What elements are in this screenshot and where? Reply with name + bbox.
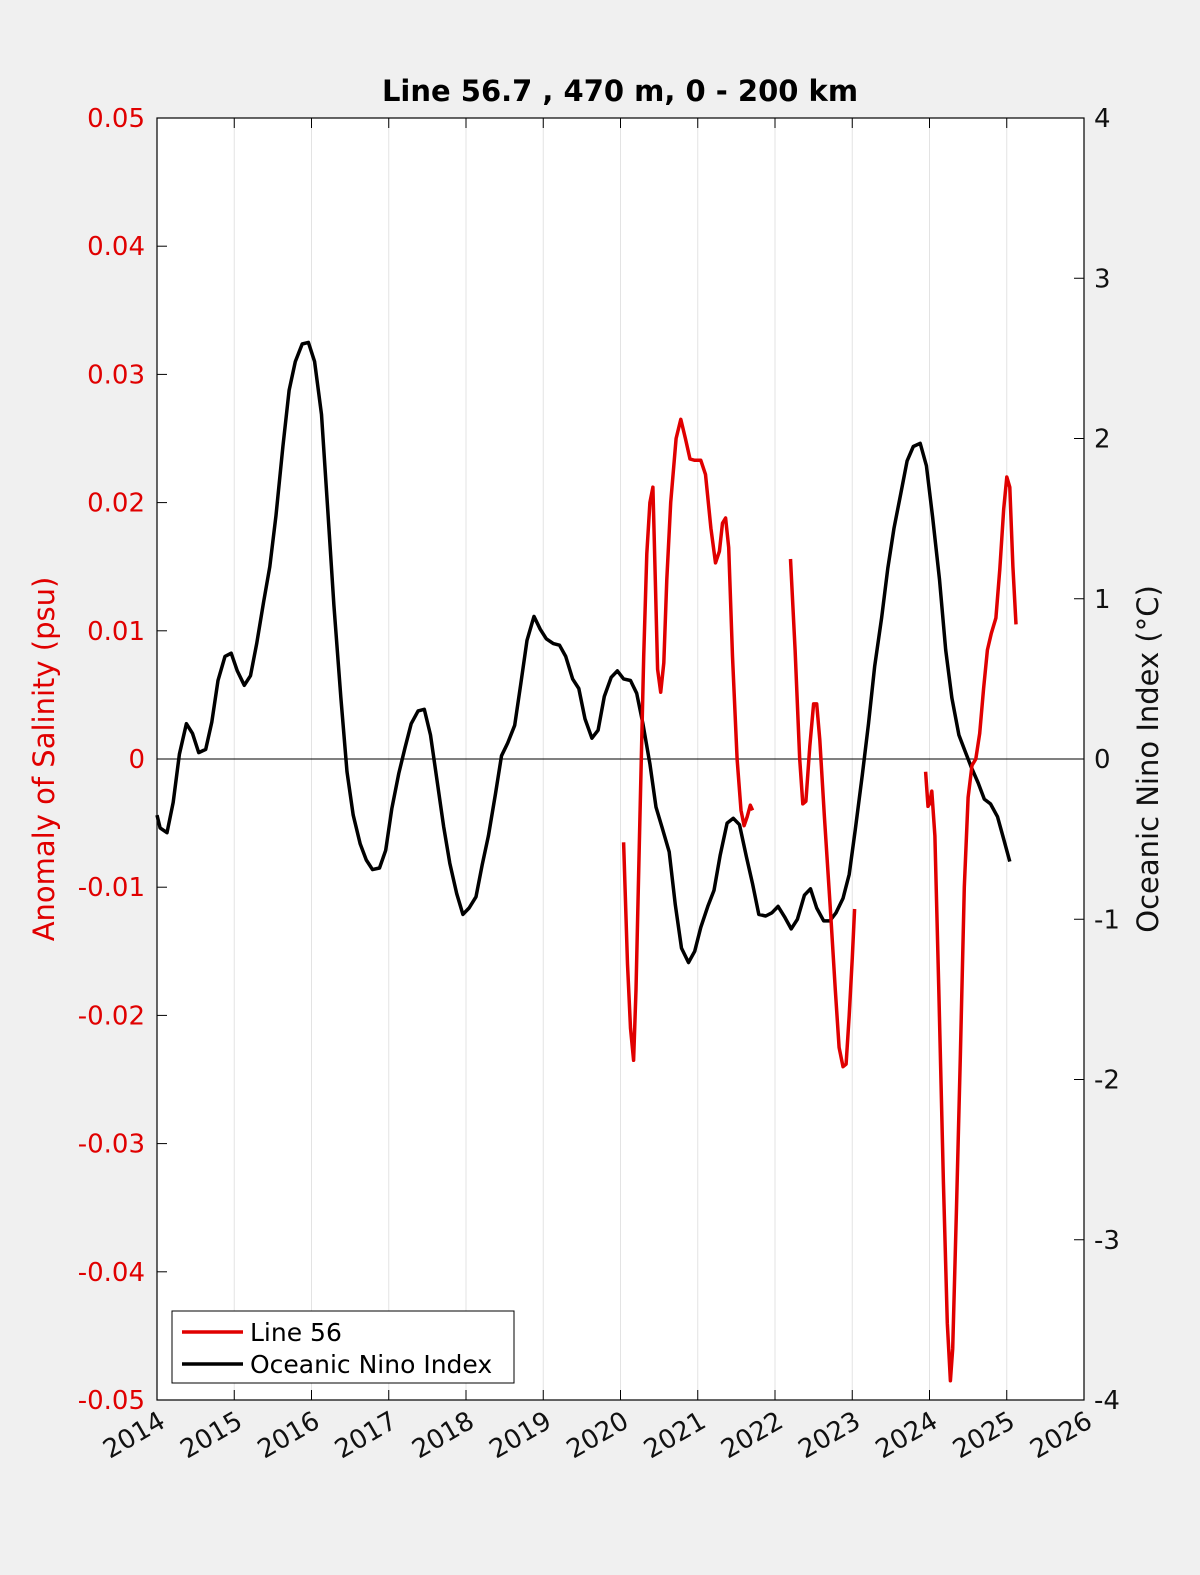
y-right-tick-label: 2 bbox=[1094, 425, 1111, 455]
y-right-tick-label: 0 bbox=[1094, 745, 1111, 775]
y-right-tick-label: -3 bbox=[1094, 1226, 1120, 1256]
chart-title: Line 56.7 , 470 m, 0 - 200 km bbox=[382, 74, 858, 108]
x-tick-label: 2022 bbox=[716, 1406, 788, 1465]
y-left-tick-label: 0.01 bbox=[87, 617, 145, 647]
series-group bbox=[155, 340, 1018, 1383]
y-right-tick-label: 4 bbox=[1094, 104, 1111, 134]
y-left-axis-label: Anomaly of Salinity (psu) bbox=[27, 577, 61, 942]
legend-box bbox=[171, 1310, 515, 1384]
y-right-tick-label: -4 bbox=[1094, 1386, 1120, 1416]
y-left-tick-labels: 0.05 0.04 0.03 0.02 0.01 0 -0.01 -0.02 -0.03 -0.0… bbox=[78, 104, 145, 1416]
y-left-tick-label: 0.04 bbox=[87, 232, 145, 262]
x-tick-label: 2025 bbox=[948, 1406, 1020, 1465]
x-tick-label: 2015 bbox=[175, 1406, 247, 1465]
axis-ticks bbox=[156, 117, 1085, 1401]
y-right-tick-label: 3 bbox=[1094, 264, 1111, 294]
x-tick-label: 2017 bbox=[330, 1406, 402, 1465]
series-line-line56 bbox=[788, 558, 857, 1069]
y-right-axis-label: Oceanic Nino Index (°C) bbox=[1131, 585, 1165, 933]
y-left-tick-label: -0.01 bbox=[78, 873, 145, 903]
x-tick-label: 2018 bbox=[407, 1406, 479, 1465]
y-left-tick-label: -0.04 bbox=[78, 1258, 145, 1288]
y-left-tick-label: 0.02 bbox=[87, 489, 145, 519]
y-left-tick-label: 0 bbox=[128, 745, 145, 775]
series-line-oni bbox=[155, 340, 1012, 965]
series-line-line56 bbox=[621, 417, 755, 1063]
x-tick-label: 2020 bbox=[562, 1406, 634, 1465]
legend-label-line56: Line 56 bbox=[250, 1318, 342, 1347]
y-left-tick-label: 0.03 bbox=[87, 360, 145, 390]
series-line-line56 bbox=[923, 475, 1018, 1383]
x-tick-label: 2023 bbox=[793, 1406, 865, 1465]
y-right-tick-label: -1 bbox=[1094, 905, 1120, 935]
x-tick-labels: 2014 2015 2016 2017 2018 2019 2020 2021 2022 2023… bbox=[98, 1406, 1097, 1465]
y-right-tick-labels: 4 3 2 1 0 -1 -2 -3 -4 bbox=[1094, 104, 1120, 1416]
y-left-tick-label: -0.05 bbox=[78, 1386, 145, 1416]
x-tick-label: 2024 bbox=[871, 1406, 943, 1465]
legend: Line 56 Oceanic Nino Index bbox=[171, 1310, 515, 1384]
y-right-tick-label: 1 bbox=[1094, 585, 1111, 615]
x-tick-label: 2019 bbox=[484, 1406, 556, 1465]
y-left-tick-label: -0.02 bbox=[78, 1001, 145, 1031]
x-tick-label: 2026 bbox=[1025, 1406, 1097, 1465]
y-right-tick-label: -2 bbox=[1094, 1066, 1120, 1096]
x-tick-label: 2021 bbox=[639, 1406, 711, 1465]
legend-label-oni: Oceanic Nino Index bbox=[250, 1350, 492, 1379]
y-left-tick-label: -0.03 bbox=[78, 1130, 145, 1160]
x-tick-label: 2016 bbox=[253, 1406, 325, 1465]
y-left-tick-label: 0.05 bbox=[87, 104, 145, 134]
